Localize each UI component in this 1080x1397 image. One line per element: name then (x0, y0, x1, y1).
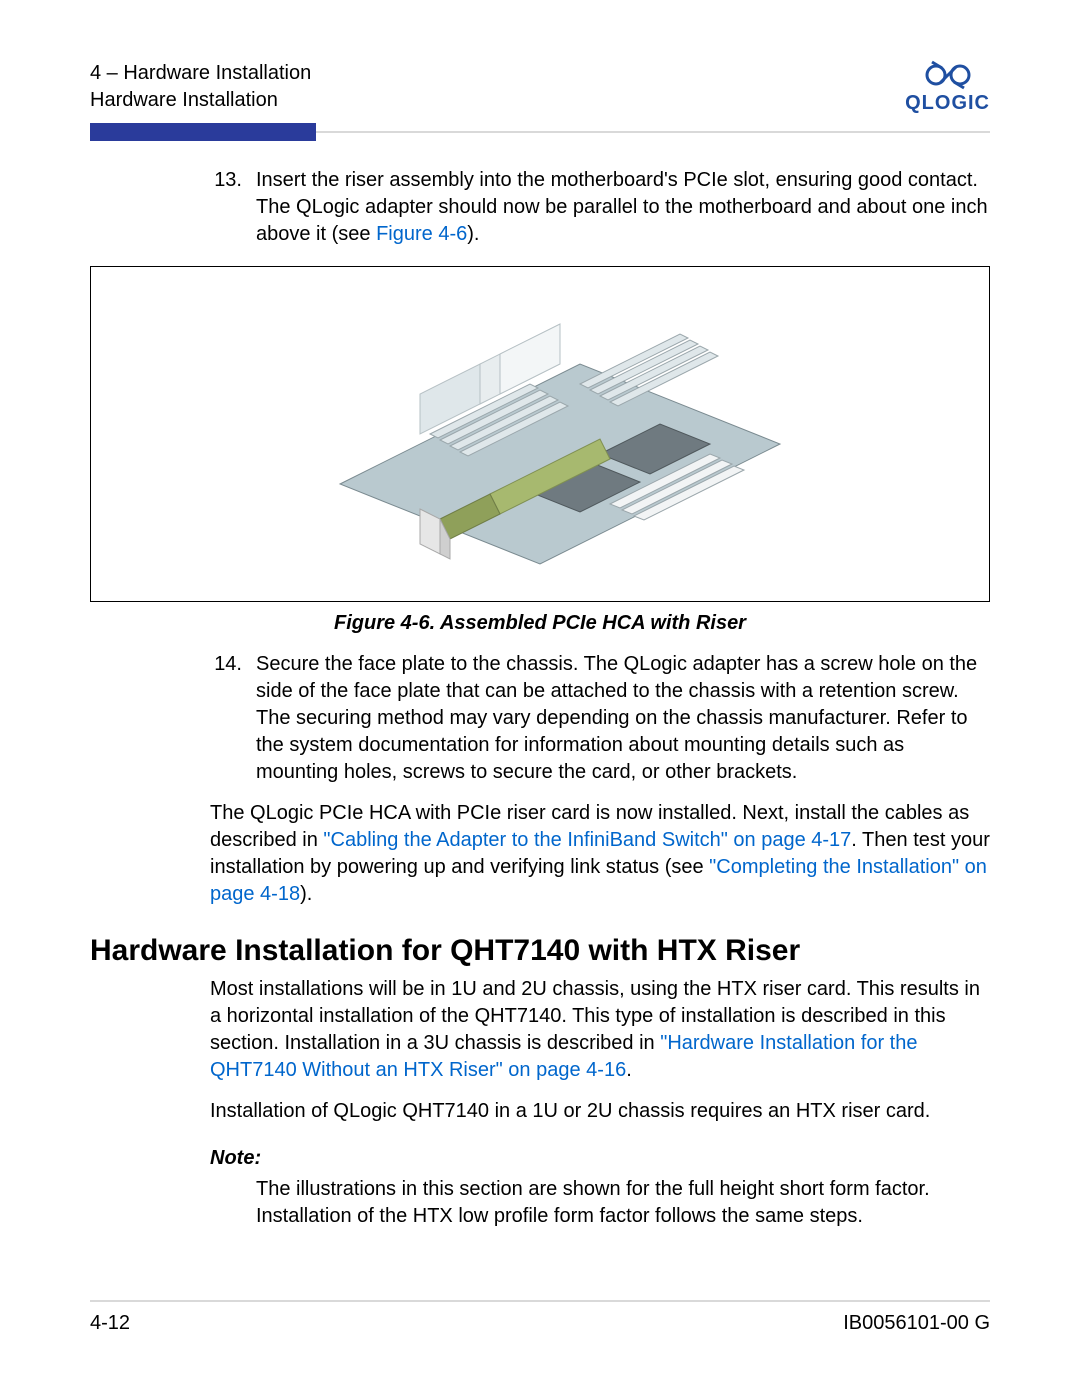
section-heading-qht7140-htx: Hardware Installation for QHT7140 with H… (90, 934, 990, 968)
step-number: 14. (210, 651, 256, 786)
footer-row: 4-12 IB0056101-00 G (90, 1312, 990, 1335)
note-body: The illustrations in this section are sh… (256, 1176, 990, 1230)
figure-4-6 (90, 266, 990, 602)
header-rule-blue (90, 123, 316, 141)
footer-rule (90, 1300, 990, 1302)
step-13-text-after: ). (467, 223, 479, 245)
header-line-1: 4 – Hardware Installation (90, 60, 311, 87)
qlogic-logo-icon (920, 60, 976, 90)
qlogic-logo: QLOGIC (905, 60, 990, 115)
step-text: Insert the riser assembly into the mothe… (256, 167, 990, 248)
cabling-xref[interactable]: "Cabling the Adapter to the InfiniBand S… (323, 829, 851, 851)
step-number: 13. (210, 167, 256, 248)
step-13-text-before: Insert the riser assembly into the mothe… (256, 169, 988, 245)
t2: . (626, 1059, 632, 1081)
page: 4 – Hardware Installation Hardware Insta… (0, 0, 1080, 1397)
post-install-paragraph: The QLogic PCIe HCA with PCIe riser card… (210, 800, 990, 908)
motherboard-illustration-icon (280, 284, 800, 584)
header-line-2: Hardware Installation (90, 87, 311, 114)
body: 13. Insert the riser assembly into the m… (90, 167, 990, 1230)
header-rule-grey (316, 131, 990, 133)
step-14: 14. Secure the face plate to the chassis… (210, 651, 990, 786)
t3: ). (300, 883, 312, 905)
qlogic-logo-text: QLOGIC (905, 92, 990, 115)
page-number: 4-12 (90, 1312, 130, 1335)
step-13: 13. Insert the riser assembly into the m… (210, 167, 990, 248)
header-rule (90, 123, 990, 141)
page-header: 4 – Hardware Installation Hardware Insta… (90, 60, 990, 115)
step-text: Secure the face plate to the chassis. Th… (256, 651, 990, 786)
header-text: 4 – Hardware Installation Hardware Insta… (90, 60, 311, 114)
h2-para-1: Most installations will be in 1U and 2U … (210, 976, 990, 1084)
figure-4-6-caption: Figure 4-6. Assembled PCIe HCA with Rise… (90, 612, 990, 635)
document-id: IB0056101-00 G (843, 1312, 990, 1335)
figure-4-6-xref[interactable]: Figure 4-6 (376, 223, 467, 245)
page-footer: 4-12 IB0056101-00 G (90, 1300, 990, 1335)
h2-para-2: Installation of QLogic QHT7140 in a 1U o… (210, 1098, 990, 1125)
note-label: Note: (210, 1147, 990, 1170)
